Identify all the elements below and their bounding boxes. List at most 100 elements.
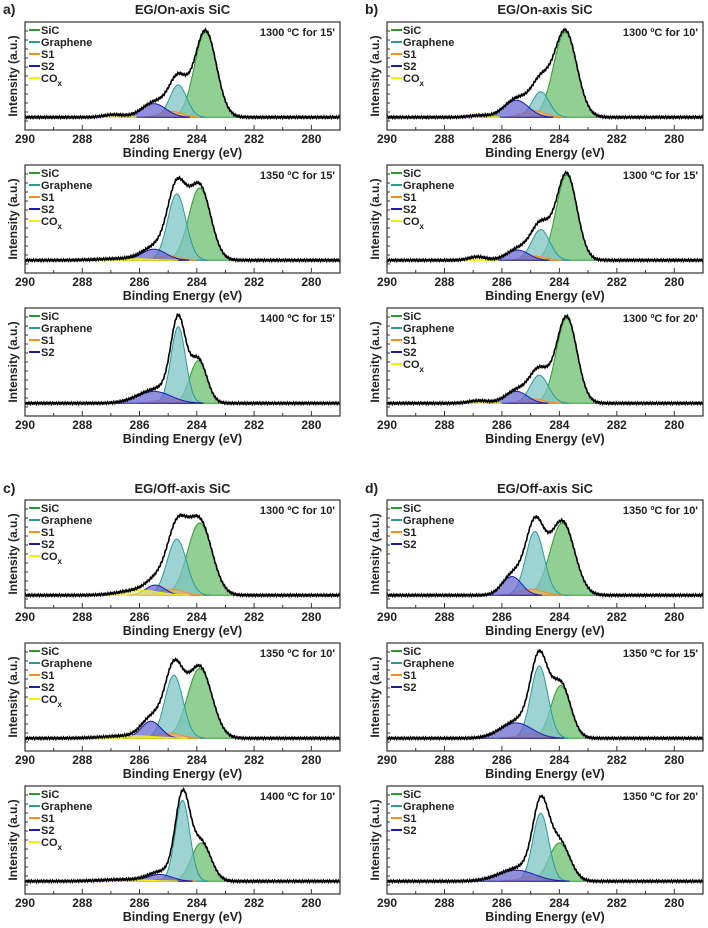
y-axis-label: Intensity (a.u.) xyxy=(6,321,20,402)
condition-annotation: 1400 ºC for 15' xyxy=(260,313,335,325)
condition-annotation: 1300 ºC for 10' xyxy=(260,505,335,517)
y-axis-label: Intensity (a.u.) xyxy=(6,799,20,880)
x-axis-label: Binding Energy (eV) xyxy=(123,624,242,638)
subplot: 290 288 286 284 282 280 Binding Energy (eV) Int… xyxy=(6,499,341,638)
x-tick-label: 288 xyxy=(434,418,454,432)
subplot: 290 288 286 284 282 280 Binding Energy (eV) Int… xyxy=(368,164,704,303)
subplot: 290 288 286 284 282 280 Binding Energy (eV) Int… xyxy=(368,21,704,160)
x-tick-label: 288 xyxy=(72,896,92,910)
x-tick-label: 280 xyxy=(664,753,684,767)
panel-label: c) xyxy=(3,480,15,496)
envelope-line xyxy=(24,512,341,599)
x-tick-label: 290 xyxy=(15,610,35,624)
envelope-line xyxy=(24,27,341,121)
subplot: 290 288 286 284 282 280 Binding Energy (eV) Int… xyxy=(6,164,341,303)
x-tick-label: 284 xyxy=(549,610,569,624)
x-tick-label: 288 xyxy=(72,275,92,289)
x-tick-label: 288 xyxy=(434,275,454,289)
condition-annotation: 1350 ºC for 10' xyxy=(623,505,698,517)
envelope-line xyxy=(24,786,341,885)
x-tick-label: 288 xyxy=(72,753,92,767)
x-tick-label: 284 xyxy=(187,896,207,910)
legend-label-graphene: Graphene xyxy=(41,37,92,49)
condition-annotation: 1400 ºC for 10' xyxy=(260,791,335,803)
legend-label-s2: S2 xyxy=(41,539,54,551)
x-tick-label: 282 xyxy=(244,418,264,432)
x-tick-label: 280 xyxy=(664,610,684,624)
x-axis-label: Binding Energy (eV) xyxy=(485,910,604,924)
legend-label-graphene: Graphene xyxy=(403,801,454,813)
x-tick-label: 280 xyxy=(301,275,321,289)
x-tick-label: 282 xyxy=(607,418,627,432)
legend-label-graphene: Graphene xyxy=(41,658,92,670)
envelope-line xyxy=(24,175,341,264)
legend-label-s1: S1 xyxy=(403,192,416,204)
condition-annotation: 1350 ºC for 15' xyxy=(623,648,698,660)
legend-label-graphene: Graphene xyxy=(403,515,454,527)
x-tick-label: 282 xyxy=(607,132,627,146)
x-tick-label: 282 xyxy=(607,896,627,910)
legend-label-sic: SiC xyxy=(41,503,59,515)
x-tick-label: 290 xyxy=(15,275,35,289)
envelope-line xyxy=(386,170,704,264)
y-axis-label: Intensity (a.u.) xyxy=(368,799,382,880)
x-axis-label: Binding Energy (eV) xyxy=(485,289,604,303)
legend-label-s1: S1 xyxy=(41,670,54,682)
x-tick-label: 284 xyxy=(549,275,569,289)
x-tick-label: 286 xyxy=(130,610,150,624)
panel-a: a) EG/On-axis SiC 290 288 286 284 282 280 Bindin… xyxy=(3,1,341,446)
x-tick-label: 280 xyxy=(301,610,321,624)
x-tick-label: 286 xyxy=(492,275,512,289)
panel-b: b) EG/On-axis SiC 290 288 286 284 282 280 Bindin… xyxy=(365,1,704,446)
legend-label-graphene: Graphene xyxy=(41,801,92,813)
legend-label-cox: COx xyxy=(41,837,63,852)
legend-label-s1: S1 xyxy=(41,192,54,204)
y-axis-label: Intensity (a.u.) xyxy=(6,35,20,116)
x-tick-label: 290 xyxy=(15,418,35,432)
condition-annotation: 1350 ºC for 20' xyxy=(623,791,698,803)
panel-d: d) EG/Off-axis SiC 290 288 286 284 282 280 Bindi… xyxy=(365,480,704,924)
legend-label-graphene: Graphene xyxy=(403,658,454,670)
legend-label-cox: COx xyxy=(41,551,63,566)
legend-label-s1: S1 xyxy=(41,813,54,825)
legend-label-sic: SiC xyxy=(403,168,421,180)
legend-label-graphene: Graphene xyxy=(403,180,454,192)
x-tick-label: 284 xyxy=(549,132,569,146)
legend-label-s1: S1 xyxy=(41,335,54,347)
legend-label-sic: SiC xyxy=(41,25,59,37)
x-tick-label: 280 xyxy=(301,132,321,146)
legend-label-s2: S2 xyxy=(403,204,416,216)
x-tick-label: 284 xyxy=(549,753,569,767)
x-tick-label: 280 xyxy=(664,275,684,289)
x-tick-label: 280 xyxy=(301,418,321,432)
envelope-line xyxy=(386,27,704,121)
x-tick-label: 282 xyxy=(244,610,264,624)
legend-label-s1: S1 xyxy=(403,670,416,682)
x-tick-label: 280 xyxy=(301,896,321,910)
x-tick-label: 288 xyxy=(72,132,92,146)
x-tick-label: 290 xyxy=(377,610,397,624)
x-tick-label: 284 xyxy=(549,896,569,910)
panel-c: c) EG/Off-axis SiC 290 288 286 284 282 280 Bindi… xyxy=(3,480,341,924)
envelope-line xyxy=(24,312,341,407)
envelope-line xyxy=(386,514,704,599)
legend-label-graphene: Graphene xyxy=(41,323,92,335)
legend-label-s2: S2 xyxy=(41,61,54,73)
legend-label-cox: COx xyxy=(403,216,425,231)
legend-label-sic: SiC xyxy=(403,503,421,515)
legend-label-cox: COx xyxy=(403,73,425,88)
legend-label-s2: S2 xyxy=(403,539,416,551)
x-tick-label: 284 xyxy=(187,418,207,432)
condition-annotation: 1300 ºC for 20' xyxy=(623,313,698,325)
legend-label-s2: S2 xyxy=(41,682,54,694)
x-tick-label: 284 xyxy=(549,418,569,432)
envelope-line xyxy=(386,794,704,885)
x-tick-label: 286 xyxy=(492,896,512,910)
x-tick-label: 280 xyxy=(664,896,684,910)
legend-label-s2: S2 xyxy=(403,61,416,73)
x-tick-label: 280 xyxy=(664,132,684,146)
